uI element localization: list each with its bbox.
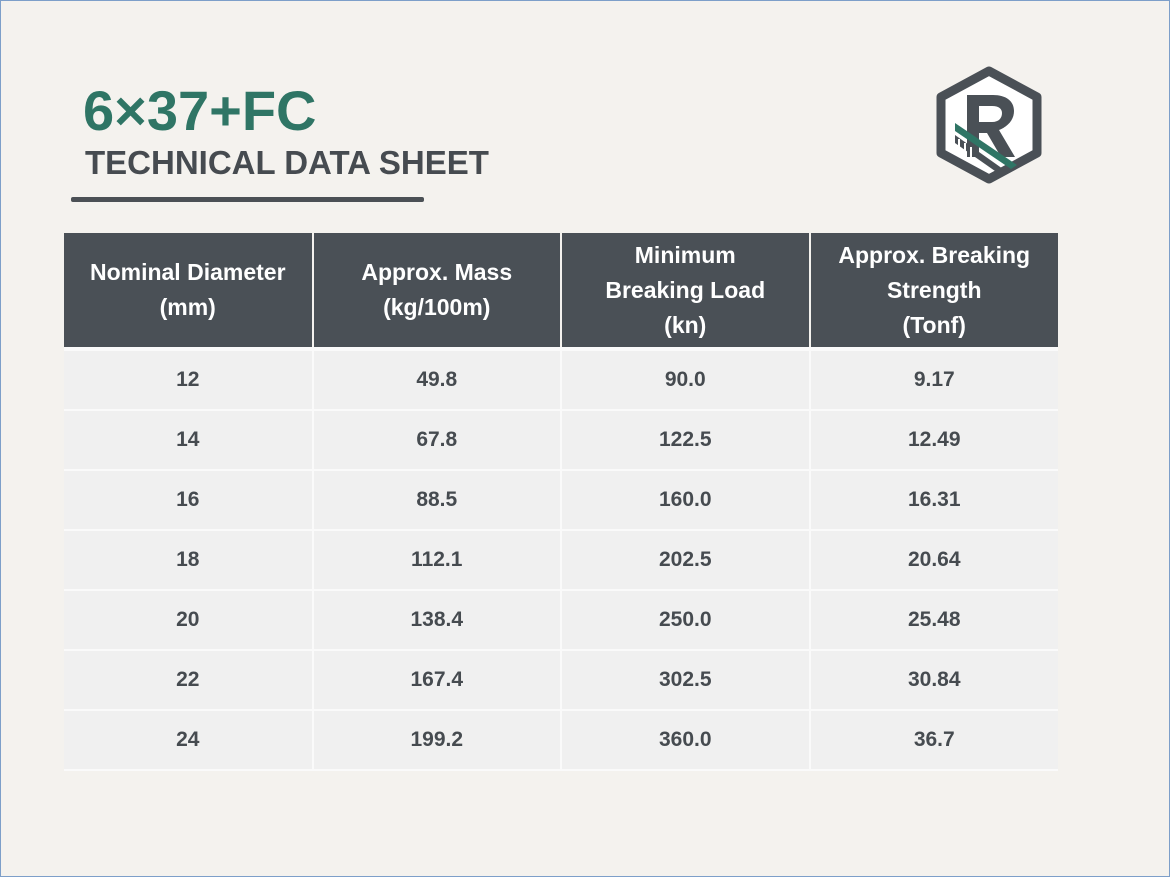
table-cell: 18 <box>64 529 314 590</box>
table-cell: 138.4 <box>312 589 562 650</box>
column-header-approx-mass: Approx. Mass (kg/100m) <box>312 233 562 349</box>
table-row: 14 67.8 122.5 12.49 <box>64 409 1058 470</box>
page-subtitle: TECHNICAL DATA SHEET <box>85 144 489 181</box>
table-cell: 25.48 <box>809 589 1058 650</box>
table-cell: 12.49 <box>809 409 1058 470</box>
table-cell: 36.7 <box>809 709 1058 771</box>
page-title: 6×37+FC <box>83 79 317 142</box>
table-cell: 112.1 <box>312 529 562 590</box>
table-row: 12 49.8 90.0 9.17 <box>64 347 1058 410</box>
table-row: 16 88.5 160.0 16.31 <box>64 469 1058 530</box>
title-divider <box>71 197 424 202</box>
table-cell: 360.0 <box>561 709 811 771</box>
table-cell: 67.8 <box>312 409 562 470</box>
table-cell: 24 <box>64 709 314 771</box>
table-cell: 302.5 <box>561 649 811 710</box>
table-cell: 167.4 <box>312 649 562 710</box>
column-header-approx-breaking-strength: Approx. Breaking Strength (Tonf) <box>809 233 1058 349</box>
table-cell: 88.5 <box>312 469 562 530</box>
table-cell: 16 <box>64 469 314 530</box>
r-hexagon-logo-icon <box>936 66 1042 184</box>
table-cell: 202.5 <box>561 529 811 590</box>
table-cell: 9.17 <box>809 347 1058 410</box>
table-cell: 14 <box>64 409 314 470</box>
table-cell: 49.8 <box>312 347 562 410</box>
table-cell: 12 <box>64 347 314 410</box>
table-cell: 16.31 <box>809 469 1058 530</box>
technical-data-table: Nominal Diameter (mm) Approx. Mass (kg/1… <box>64 233 1058 771</box>
table-row: 20 138.4 250.0 25.48 <box>64 589 1058 650</box>
table-cell: 22 <box>64 649 314 710</box>
table-header-row: Nominal Diameter (mm) Approx. Mass (kg/1… <box>64 233 1058 349</box>
table-row: 18 112.1 202.5 20.64 <box>64 529 1058 590</box>
table-cell: 30.84 <box>809 649 1058 710</box>
table-cell: 20 <box>64 589 314 650</box>
table-cell: 122.5 <box>561 409 811 470</box>
table-cell: 90.0 <box>561 347 811 410</box>
column-header-nominal-diameter: Nominal Diameter (mm) <box>64 233 314 349</box>
table-cell: 250.0 <box>561 589 811 650</box>
table-cell: 199.2 <box>312 709 562 771</box>
table-cell: 160.0 <box>561 469 811 530</box>
table-row: 22 167.4 302.5 30.84 <box>64 649 1058 710</box>
column-header-minimum-breaking-load: Minimum Breaking Load (kn) <box>561 233 811 349</box>
table-row: 24 199.2 360.0 36.7 <box>64 709 1058 771</box>
table-cell: 20.64 <box>809 529 1058 590</box>
